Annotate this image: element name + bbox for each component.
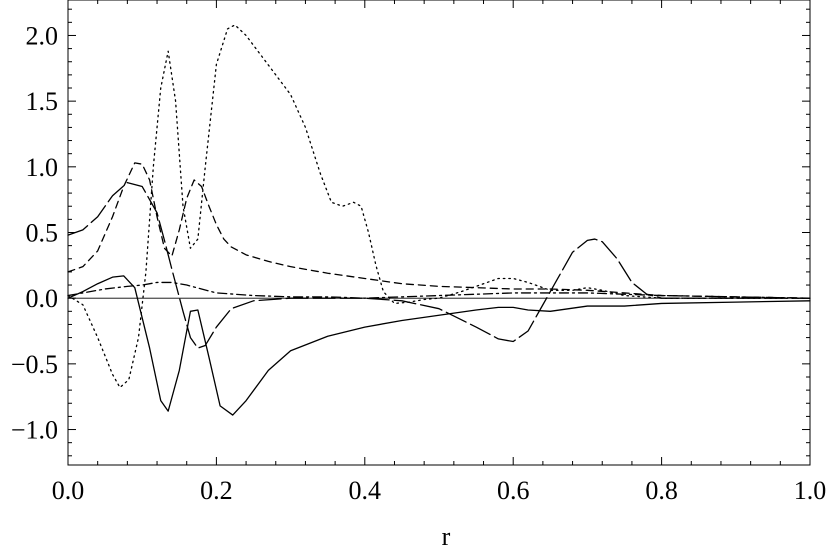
x-axis-label: r [442,522,451,550]
y-tick-label: 1.5 [26,87,59,116]
x-tick-label: 0.4 [349,476,382,505]
plot-frame [67,0,811,466]
series-line-solid [67,275,811,416]
x-tick-label: 0.0 [52,476,85,505]
y-tick-label: 0.5 [26,219,59,248]
series-line-long-dash [67,181,811,349]
y-tick-label: 2.0 [26,21,59,50]
y-tick-label: −1.0 [11,416,58,445]
series-line-dot-dash [67,281,811,299]
x-tick-label: 0.2 [200,476,233,505]
x-tick-label: 0.6 [497,476,530,505]
series-layer [67,24,811,416]
tick-layer: 0.0 0.2 0.4 0.6 0.8 1.0 −1.0 −0.5 0.0 0.5 1.0 1.5 2.… [11,0,826,505]
x-tick-label: 1.0 [794,476,827,505]
y-tick-label: 1.0 [26,153,59,182]
y-tick-label: −0.5 [11,350,58,379]
series-line-dotted [67,24,811,389]
y-tick-label: 0.0 [26,284,59,313]
x-tick-label: 0.8 [645,476,678,505]
series-line-dashed [67,162,811,299]
